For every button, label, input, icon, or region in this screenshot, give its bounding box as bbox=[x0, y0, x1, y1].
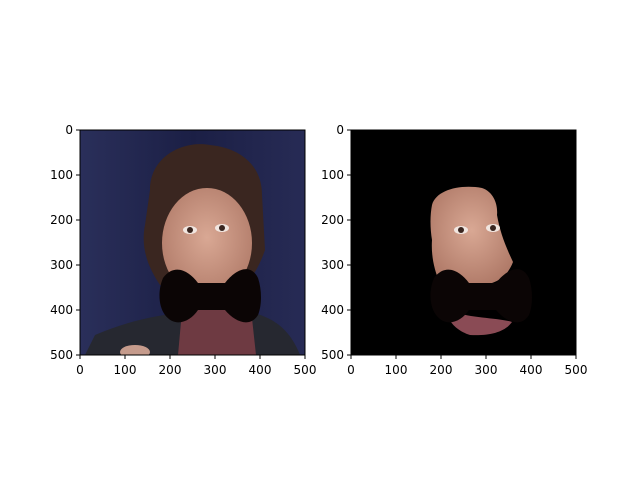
right-ytick-label-5: 500 bbox=[321, 348, 344, 362]
left-xtick-label-2: 200 bbox=[159, 363, 182, 377]
left-face bbox=[162, 188, 252, 298]
left-xtick-label-4: 400 bbox=[249, 363, 272, 377]
right-xtick-label-1: 100 bbox=[385, 363, 408, 377]
right-ytick-label-3: 300 bbox=[321, 258, 344, 272]
right-xtick-label-3: 300 bbox=[475, 363, 498, 377]
right-mask bbox=[430, 269, 532, 323]
right-xtick-label-5: 500 bbox=[565, 363, 588, 377]
left-image bbox=[80, 130, 305, 355]
right-axes-frame bbox=[350, 129, 577, 356]
right-turtleneck-segment bbox=[450, 312, 512, 336]
right-ytick-label-0: 0 bbox=[336, 123, 344, 137]
left-axes-frame bbox=[79, 129, 306, 356]
left-ytick-label-5: 500 bbox=[50, 348, 73, 362]
left-ytick-label-1: 100 bbox=[50, 168, 73, 182]
left-ytick-label-2: 200 bbox=[50, 213, 73, 227]
left-ytick-label-0: 0 bbox=[65, 123, 73, 137]
right-ytick-label-4: 400 bbox=[321, 303, 344, 317]
left-hand bbox=[120, 345, 150, 355]
left-ytick-label-4: 400 bbox=[50, 303, 73, 317]
right-ytick-label-2: 200 bbox=[321, 213, 344, 227]
right-face-segment bbox=[430, 186, 513, 283]
right-xtick-label-4: 400 bbox=[520, 363, 543, 377]
right-ytick-label-1: 100 bbox=[321, 168, 344, 182]
right-xtick-label-2: 200 bbox=[430, 363, 453, 377]
left-xtick-label-5: 500 bbox=[294, 363, 317, 377]
left-xtick-label-3: 300 bbox=[204, 363, 227, 377]
left-xtick-label-1: 100 bbox=[114, 363, 137, 377]
left-xtick-label-0: 0 bbox=[76, 363, 84, 377]
left-mask bbox=[159, 269, 261, 323]
left-ytick-label-3: 300 bbox=[50, 258, 73, 272]
right-image bbox=[351, 130, 576, 355]
right-xtick-label-0: 0 bbox=[347, 363, 355, 377]
